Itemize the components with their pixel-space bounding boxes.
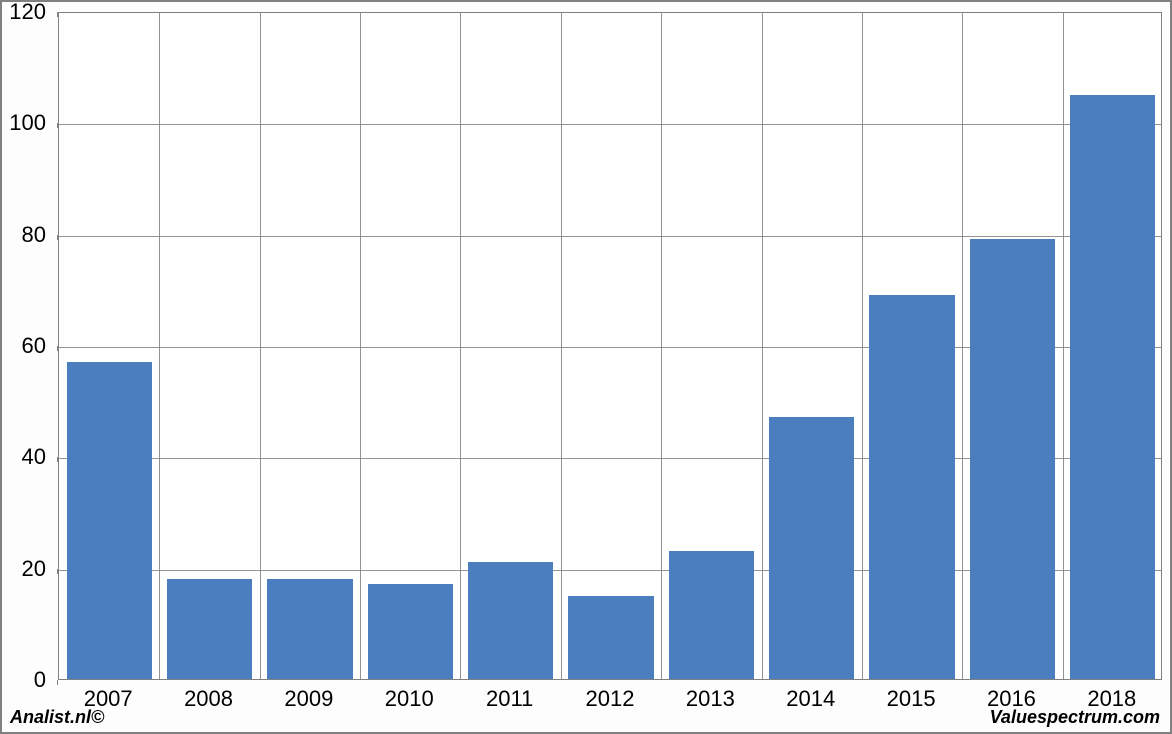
gridline-vertical <box>561 13 562 679</box>
x-axis-tick-label: 2012 <box>560 686 660 712</box>
x-axis-tick-label: 2009 <box>259 686 359 712</box>
y-axis-tick-label: 80 <box>2 222 46 248</box>
y-tick <box>57 680 58 685</box>
bar <box>568 596 653 680</box>
footer-right-credit: Valuespectrum.com <box>990 707 1160 728</box>
gridline-vertical <box>159 13 160 679</box>
gridline-vertical <box>962 13 963 679</box>
bar <box>468 562 553 679</box>
gridline-vertical <box>260 13 261 679</box>
y-axis-tick-label: 120 <box>2 0 46 25</box>
gridline-vertical <box>460 13 461 679</box>
gridline-vertical <box>661 13 662 679</box>
bar <box>769 417 854 679</box>
bar <box>669 551 754 679</box>
y-axis-tick-label: 0 <box>2 667 46 693</box>
gridline-vertical <box>360 13 361 679</box>
gridline-vertical <box>1063 13 1064 679</box>
y-axis-tick-label: 100 <box>2 110 46 136</box>
chart-frame: 020406080100120 200720082009201020112012… <box>0 0 1172 734</box>
x-axis-tick-label: 2013 <box>660 686 760 712</box>
bar <box>1070 95 1155 680</box>
gridline-vertical <box>862 13 863 679</box>
y-axis-tick-label: 40 <box>2 444 46 470</box>
plot-area <box>58 12 1162 680</box>
footer-left-credit: Analist.nl© <box>10 707 104 728</box>
bar <box>267 579 352 679</box>
y-axis-tick-label: 20 <box>2 556 46 582</box>
bar <box>970 239 1055 679</box>
y-tick <box>57 235 58 240</box>
bar <box>869 295 954 679</box>
y-tick <box>57 457 58 462</box>
gridline-vertical <box>762 13 763 679</box>
x-axis-tick-label: 2008 <box>158 686 258 712</box>
x-axis-tick-label: 2014 <box>761 686 861 712</box>
y-tick <box>57 12 58 17</box>
gridline-horizontal <box>59 236 1161 237</box>
bar <box>368 584 453 679</box>
y-tick <box>57 569 58 574</box>
gridline-horizontal <box>59 124 1161 125</box>
bar <box>67 362 152 679</box>
bar <box>167 579 252 679</box>
x-axis-tick-label: 2011 <box>459 686 559 712</box>
y-tick <box>57 346 58 351</box>
x-axis-tick-label: 2015 <box>861 686 961 712</box>
y-tick <box>57 123 58 128</box>
y-axis-tick-label: 60 <box>2 333 46 359</box>
x-axis-tick-label: 2010 <box>359 686 459 712</box>
